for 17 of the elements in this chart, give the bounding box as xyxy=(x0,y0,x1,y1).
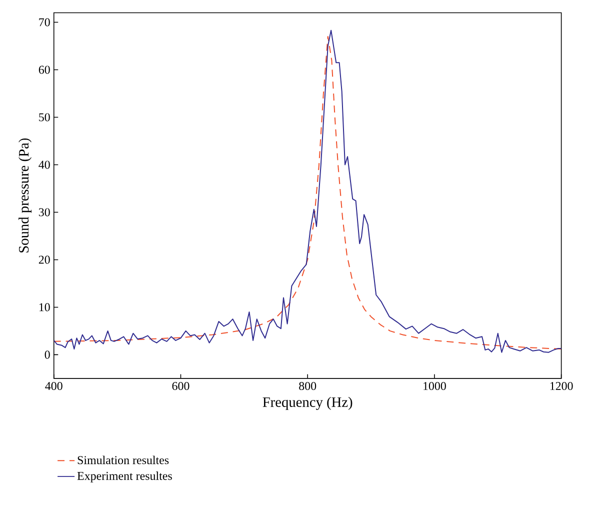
x-tick-label: 1200 xyxy=(550,382,573,390)
y-tick-label: 30 xyxy=(38,208,50,216)
y-tick-label: 10 xyxy=(39,302,50,312)
x-tick-label: 400 xyxy=(45,382,62,390)
x-tick-label: 1000 xyxy=(424,382,446,390)
y-tick-label: 50 xyxy=(39,112,50,122)
x-axis-title: Frequency (Hz) xyxy=(262,396,352,410)
legend-label: Simulation resultes xyxy=(78,456,169,464)
y-tick-label: 60 xyxy=(38,65,50,74)
y-axis-title: Sound pressure (Pa) xyxy=(18,138,32,252)
y-tick-label: 20 xyxy=(38,255,50,264)
x-tick-label: 600 xyxy=(172,382,190,390)
y-tick-label: 70 xyxy=(39,18,50,26)
legend-label: Experiment resultes xyxy=(77,471,172,482)
y-tick-label: 0 xyxy=(44,350,50,359)
y-tick-label: 40 xyxy=(38,160,50,169)
x-tick-label: 800 xyxy=(299,382,316,390)
